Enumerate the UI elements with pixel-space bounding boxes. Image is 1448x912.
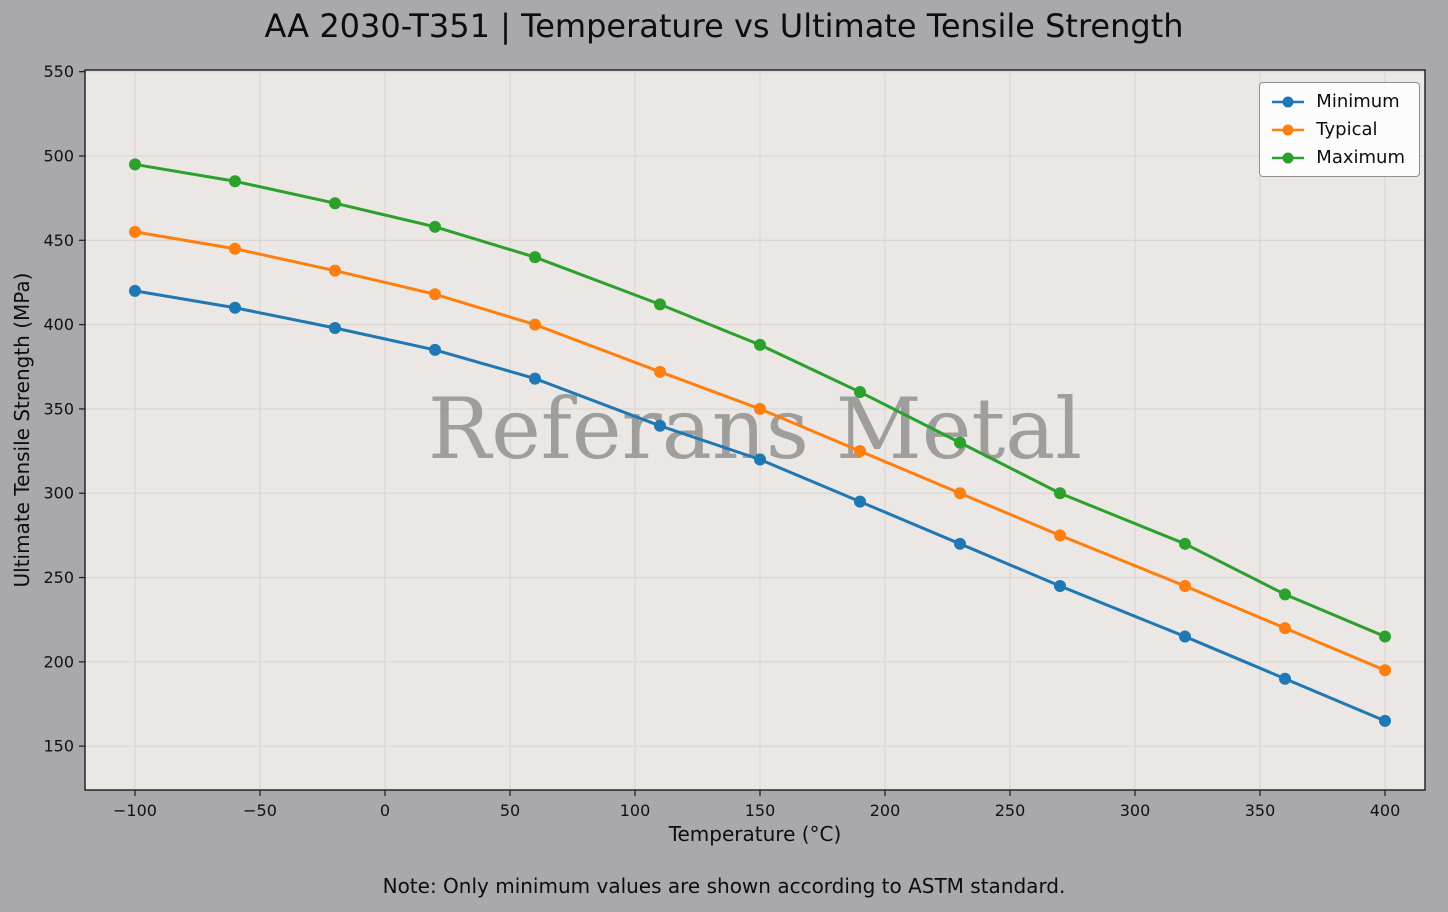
legend-marker-icon <box>1272 152 1305 163</box>
marker-maximum <box>754 338 766 351</box>
y-tick-label: 500 <box>43 146 74 165</box>
marker-minimum <box>329 321 341 334</box>
x-tick-label: 50 <box>500 801 520 820</box>
marker-maximum <box>229 175 241 188</box>
x-tick-label: 300 <box>1120 801 1151 820</box>
watermark-text: Referans Metal <box>428 380 1082 478</box>
marker-maximum <box>954 436 966 449</box>
x-tick-label: −100 <box>113 801 157 820</box>
marker-minimum <box>1054 579 1066 592</box>
legend-marker-icon <box>1272 96 1305 107</box>
y-tick-label: 550 <box>43 62 74 81</box>
marker-minimum <box>754 453 766 466</box>
marker-maximum <box>129 158 141 171</box>
x-tick-label: 350 <box>1245 801 1276 820</box>
marker-typical <box>754 402 766 415</box>
marker-minimum <box>854 495 866 508</box>
marker-typical <box>429 288 441 301</box>
marker-typical <box>329 264 341 277</box>
x-tick-label: 0 <box>380 801 390 820</box>
marker-typical <box>129 225 141 238</box>
x-tick-label: 250 <box>995 801 1026 820</box>
marker-minimum <box>429 343 441 356</box>
marker-minimum <box>1179 630 1191 643</box>
marker-typical <box>1279 622 1291 635</box>
marker-minimum <box>229 301 241 314</box>
marker-typical <box>954 487 966 500</box>
y-tick-label: 250 <box>43 568 74 587</box>
y-tick-label: 300 <box>43 484 74 503</box>
x-tick-label: 100 <box>620 801 651 820</box>
legend-label: Typical <box>1316 119 1378 140</box>
marker-typical <box>654 365 666 378</box>
x-axis-label: Temperature (°C) <box>668 822 842 846</box>
marker-typical <box>1054 529 1066 542</box>
x-tick-label: 400 <box>1370 801 1401 820</box>
marker-maximum <box>1279 588 1291 601</box>
legend-label: Minimum <box>1316 91 1400 112</box>
marker-typical <box>854 445 866 458</box>
marker-minimum <box>654 419 666 432</box>
marker-maximum <box>654 298 666 311</box>
marker-typical <box>229 242 241 255</box>
legend: Minimum Typical Maximum <box>1259 82 1420 177</box>
y-axis-label: Ultimate Tensile Strength (MPa) <box>10 272 34 588</box>
legend-item-maximum: Maximum <box>1270 147 1405 168</box>
plot-background <box>85 70 1425 790</box>
footnote: Note: Only minimum values are shown acco… <box>382 874 1066 898</box>
legend-marker-icon <box>1272 124 1305 135</box>
marker-maximum <box>529 251 541 264</box>
x-tick-label: 150 <box>745 801 776 820</box>
y-tick-label: 150 <box>43 737 74 756</box>
marker-maximum <box>429 220 441 233</box>
y-tick-label: 200 <box>43 652 74 671</box>
marker-typical <box>1179 579 1191 592</box>
marker-maximum <box>1054 487 1066 500</box>
x-tick-label: 200 <box>870 801 901 820</box>
marker-minimum <box>529 372 541 385</box>
y-tick-label: 350 <box>43 399 74 418</box>
marker-maximum <box>1379 630 1391 643</box>
marker-typical <box>1379 664 1391 677</box>
legend-label: Maximum <box>1316 147 1405 168</box>
x-tick-label: −50 <box>243 801 277 820</box>
marker-typical <box>529 318 541 331</box>
legend-item-minimum: Minimum <box>1270 91 1405 112</box>
chart-title: AA 2030-T351 | Temperature vs Ultimate T… <box>264 7 1184 45</box>
legend-item-typical: Typical <box>1270 119 1405 140</box>
marker-minimum <box>129 284 141 297</box>
marker-maximum <box>1179 537 1191 550</box>
marker-minimum <box>1279 672 1291 685</box>
marker-minimum <box>1379 714 1391 727</box>
marker-maximum <box>329 197 341 210</box>
y-tick-label: 450 <box>43 231 74 250</box>
axes-border <box>84 69 1426 791</box>
y-tick-label: 400 <box>43 315 74 334</box>
marker-maximum <box>854 386 866 399</box>
marker-minimum <box>954 537 966 550</box>
